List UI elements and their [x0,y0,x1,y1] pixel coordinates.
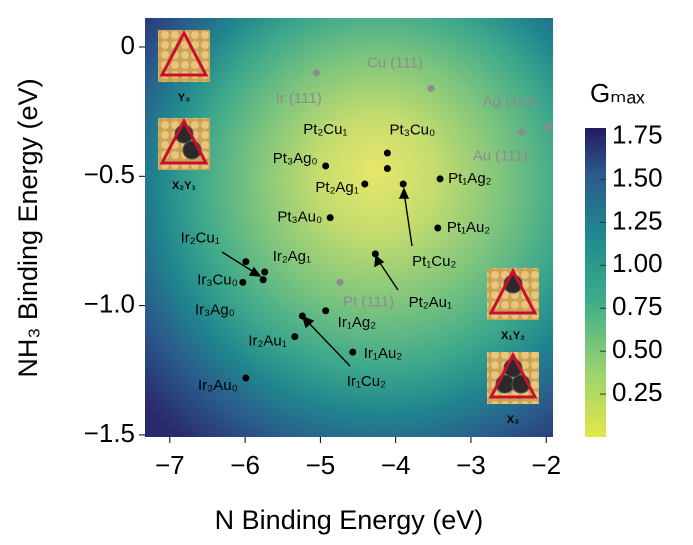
colorbar-tick-label: 0.50 [612,334,663,364]
inset-triangle [159,117,209,165]
point-label: Pt₁Cu₂ [412,253,456,270]
inset-surface [158,30,210,82]
point-label: Ir₂Ag₁ [273,248,311,265]
point-series: Pt₂Cu₁ Pt₃Cu₀ Pt₃Ag₀ Pt₂Ag₁ Pt₁Cu₂ Pt₁Ag₂ Pt₃A… [181,121,492,394]
point [371,250,379,258]
inset: X₁Y₂ [487,267,539,342]
inset: Y₃ [158,29,210,104]
point [326,214,334,222]
point-label: Ir₃Au₀ [198,377,238,394]
point [239,278,247,286]
point [242,374,250,382]
point-label: Pt₃Cu₀ [390,121,436,138]
y-tick-label: −0.5 [84,159,135,189]
point-label: Ir₁Ag₂ [338,314,377,331]
x-tick-label: −6 [230,450,260,480]
inset-label: X₁Y₂ [501,330,525,342]
inset-label: Y₃ [178,92,190,104]
x-tick-label: −2 [531,450,561,480]
inset-label: X₂Y₁ [172,180,197,192]
point [399,180,407,188]
point-label: Pt₃Ag₀ [273,150,318,167]
point-label: Cu (111) [367,54,423,71]
colorbar-tick-label: 0.75 [612,291,663,321]
annotation-arrows [221,187,413,367]
point [313,69,321,77]
colorbar-tick-label: 0.25 [612,377,663,407]
point-label: Ir₂Au₁ [248,333,286,350]
point [517,128,525,136]
point-label: Pt₂Ag₁ [315,179,358,196]
point [361,180,369,188]
colorbar-tick-label: 1.75 [612,119,663,149]
point [322,162,330,170]
point [349,348,357,356]
point-label: Pt₂Cu₁ [303,121,347,138]
y-tick-label: −1.5 [84,418,135,448]
x-tick-label: −7 [155,450,185,480]
point [298,312,306,320]
point-label: Pt₃Au₀ [277,209,322,226]
point [383,165,391,173]
point-series: Ir (111) Cu (111) Ag (111) Au (111) Pt (111) [276,54,552,310]
point [336,278,344,286]
point-label: Ir₃Ag₀ [195,301,235,318]
inset-triangle [488,267,538,315]
inset-triangle [488,351,538,399]
point [291,333,299,341]
point-label: Ir₃Cu₀ [197,272,238,289]
y-tick-label: −1.0 [84,288,135,318]
point-label: Ir (111) [276,90,322,107]
point [383,149,391,157]
point [322,307,330,315]
colorbar-tick-label: 1.50 [612,162,663,192]
point [436,175,444,183]
point-label: Au (111) [473,147,528,164]
point [261,268,269,276]
colorbar-tick-label: 1.00 [612,248,663,278]
point [427,84,435,92]
x-tick-label: −3 [456,450,486,480]
colorbar [585,128,606,437]
point-label: Pt (111) [343,293,394,310]
point-label: Pt₁Ag₂ [448,170,492,187]
point-label: Ir₁Au₂ [364,345,403,362]
inset-triangle [159,29,209,77]
y-tick-label: 0 [121,30,135,60]
colorbar-tick-label: 1.25 [612,205,663,235]
point-label: Ir₁Cu₂ [347,373,386,390]
point [544,123,552,131]
inset-label: X₃ [507,414,519,426]
point-label: Pt₂Au₁ [409,294,452,311]
point [434,224,442,232]
point [242,258,250,266]
y-axis-title: NH₃ Binding Energy (eV) [13,78,43,377]
inset: X₃ [487,351,539,426]
point-label: Pt₁Au₂ [447,219,491,236]
x-tick-label: −4 [381,450,411,480]
point-label: Ir₂Cu₁ [181,230,220,247]
point-label: Ag (111) [483,93,538,110]
colorbar-title: Gₘₐₓ [590,78,645,108]
heatmap [145,18,553,437]
x-tick-label: −5 [306,450,336,480]
inset: X₂Y₁ [158,117,210,192]
point [259,276,267,284]
x-axis-title: N Binding Energy (eV) [215,505,484,535]
